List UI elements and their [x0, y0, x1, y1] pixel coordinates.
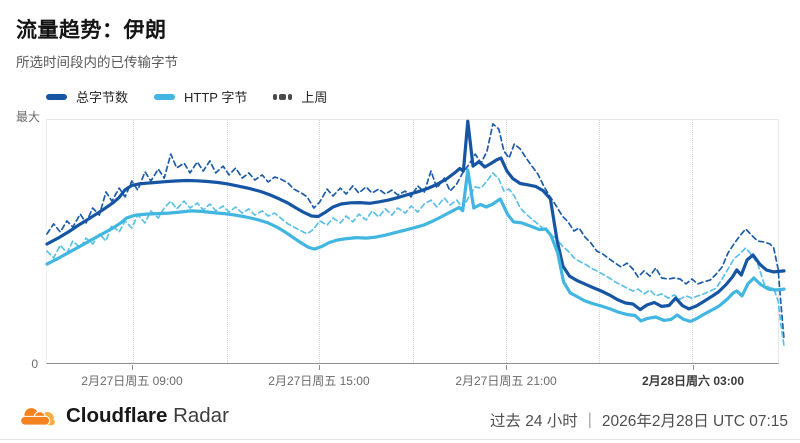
legend-item-total-bytes[interactable]: 总字节数	[46, 87, 128, 106]
vertical-gridline	[599, 120, 601, 363]
series-line-lastweek-http	[46, 172, 785, 347]
vertical-gridline	[132, 120, 134, 363]
legend-label-total-bytes: 总字节数	[76, 90, 129, 105]
x-tick-label: 2月27日周五 09:00	[81, 374, 183, 388]
x-tick-mark	[318, 365, 320, 370]
legend-item-http-bytes[interactable]: HTTP 字节	[154, 87, 247, 106]
x-axis-ticks	[46, 364, 779, 370]
brand-radar: Radar	[173, 404, 229, 427]
page-title: 流量趋势：伊朗	[16, 19, 167, 42]
y-axis-max-label: 最大	[15, 110, 40, 124]
y-axis-zero-label: 0	[31, 357, 38, 371]
time-range-info: 过去 24 小时 ｜ 2026年2月28日 UTC 07:15	[489, 413, 788, 430]
series-line-http	[45, 168, 786, 323]
vertical-gridline	[319, 120, 321, 363]
x-tick-label: 2月28日周六 03:00	[641, 374, 745, 388]
series-line-total	[45, 119, 786, 312]
legend-label-http-bytes: HTTP 字节	[184, 90, 248, 105]
legend-item-last-week[interactable]: 上周	[273, 87, 327, 106]
cloudflare-logo-icon	[20, 406, 55, 426]
bottom-divider	[0, 439, 800, 440]
cloudflare-radar-link[interactable]: Cloudflare Radar	[18, 404, 229, 428]
vertical-gridline	[505, 120, 507, 363]
series-line-lastweek-total	[46, 123, 785, 340]
x-tick-label: 2月27日周五 21:00	[455, 374, 557, 388]
x-axis-labels: 2月27日周五 09:00 2月27日周五 15:00 2月27日周五 21:00 2…	[46, 372, 779, 388]
x-tick-mark	[506, 365, 508, 370]
x-tick-label: 2月27日周五 15:00	[268, 374, 370, 388]
total-bytes-line-swatch	[46, 93, 67, 100]
http-bytes-line-swatch	[154, 93, 176, 100]
chart-series-svg	[45, 119, 786, 347]
legend-label-last-week: 上周	[301, 90, 328, 105]
vertical-gridline	[226, 120, 228, 363]
chart-legend: 总字节数 HTTP 字节 上周	[46, 87, 327, 106]
x-tick-mark	[131, 365, 133, 370]
vertical-gridline	[413, 120, 414, 363]
page-subtitle: 所选时间段内的已传输字节	[16, 55, 178, 70]
vertical-gridline	[692, 120, 694, 363]
brand-cloudflare: Cloudflare	[66, 404, 168, 427]
traffic-trends-chart-plot[interactable]	[45, 119, 786, 364]
x-tick-mark	[693, 365, 695, 370]
last-week-dashed-swatch	[273, 93, 293, 100]
brand-text: Cloudflare Radar	[66, 404, 229, 428]
